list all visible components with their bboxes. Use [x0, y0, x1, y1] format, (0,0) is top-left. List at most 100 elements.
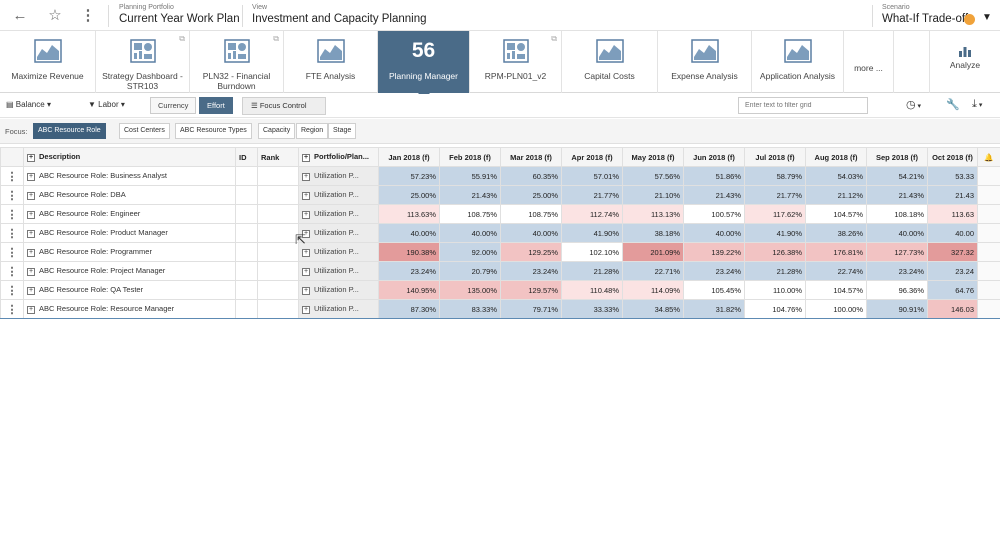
utilization-cell[interactable]: 53.33 — [927, 166, 978, 186]
description-cell[interactable]: + ABC Resource Role: Product Manager — [23, 223, 236, 243]
utilization-cell[interactable]: 104.57% — [805, 204, 867, 224]
utilization-cell[interactable]: 41.90% — [561, 223, 623, 243]
portfolio-cell[interactable]: + Utilization P... — [298, 185, 379, 205]
description-cell[interactable]: + ABC Resource Role: Engineer — [23, 204, 236, 224]
utilization-cell[interactable]: 54.03% — [805, 166, 867, 186]
download-icon[interactable]: ⤓ ▾ — [972, 98, 983, 110]
utilization-cell[interactable]: 21.10% — [622, 185, 684, 205]
utilization-cell[interactable]: 139.22% — [683, 242, 745, 262]
utilization-cell[interactable]: 25.00% — [378, 185, 440, 205]
tile-financial-burndown[interactable]: ⧉ PLN32 - Financial Burndown — [190, 31, 284, 93]
utilization-cell[interactable]: 90.91% — [866, 299, 928, 319]
description-cell[interactable]: + ABC Resource Role: Business Analyst — [23, 166, 236, 186]
table-row[interactable]: ⋮ + ABC Resource Role: Project Manager + Uti… — [0, 261, 1000, 281]
column-header-month[interactable]: Jul 2018 (f) — [744, 147, 806, 167]
row-menu-icon[interactable]: ⋮ — [0, 280, 24, 300]
utilization-cell[interactable]: 55.91% — [439, 166, 501, 186]
utilization-cell[interactable]: 38.18% — [622, 223, 684, 243]
back-arrow-icon[interactable]: ← — [12, 7, 28, 24]
description-cell[interactable]: + ABC Resource Role: Programmer — [23, 242, 236, 262]
utilization-cell[interactable]: 40.00% — [866, 223, 928, 243]
row-menu-icon[interactable]: ⋮ — [0, 166, 24, 186]
utilization-cell[interactable]: 40.00% — [378, 223, 440, 243]
expand-icon[interactable]: + — [302, 153, 310, 162]
id-cell[interactable] — [235, 261, 258, 281]
expand-icon[interactable]: + — [302, 172, 310, 181]
row-menu-icon[interactable]: ⋮ — [0, 242, 24, 262]
utilization-cell[interactable]: 21.77% — [744, 185, 806, 205]
rank-cell[interactable] — [257, 280, 299, 300]
expand-icon[interactable]: + — [27, 248, 35, 257]
utilization-cell[interactable]: 110.48% — [561, 280, 623, 300]
scenario-selector[interactable]: What-If Trade-off — [882, 13, 969, 25]
utilization-cell[interactable]: 129.25% — [500, 242, 562, 262]
utilization-cell[interactable]: 21.43% — [439, 185, 501, 205]
tile-fte-analysis[interactable]: FTE Analysis — [284, 31, 378, 93]
expand-icon[interactable]: + — [302, 267, 310, 276]
table-row[interactable]: ⋮ + ABC Resource Role: Resource Manager + Ut… — [0, 299, 1000, 319]
column-header-id[interactable]: ID — [235, 147, 258, 167]
focus-chip-stage[interactable]: Stage — [328, 123, 357, 139]
utilization-cell[interactable]: 57.56% — [622, 166, 684, 186]
utilization-cell[interactable]: 113.13% — [622, 204, 684, 224]
portfolio-cell[interactable]: + Utilization P... — [298, 242, 379, 262]
utilization-cell[interactable]: 22.74% — [805, 261, 867, 281]
currency-toggle[interactable]: Currency — [150, 97, 197, 114]
utilization-cell[interactable]: 108.75% — [439, 204, 501, 224]
utilization-cell[interactable]: 23.24% — [866, 261, 928, 281]
row-menu-icon[interactable]: ⋮ — [0, 223, 24, 243]
utilization-cell[interactable]: 114.09% — [622, 280, 684, 300]
expand-icon[interactable]: + — [27, 267, 35, 276]
expand-icon[interactable]: + — [27, 305, 35, 314]
expand-icon[interactable]: + — [27, 210, 35, 219]
expand-icon[interactable]: + — [302, 286, 310, 295]
focus-control-button[interactable]: ☰ Focus Control — [242, 97, 326, 115]
utilization-cell[interactable]: 40.00% — [683, 223, 745, 243]
utilization-cell[interactable]: 21.43 — [927, 185, 978, 205]
id-cell[interactable] — [235, 242, 258, 262]
utilization-cell[interactable]: 20.79% — [439, 261, 501, 281]
column-header-portfolio[interactable]: + Portfolio/Plan... — [298, 147, 379, 167]
utilization-cell[interactable]: 57.01% — [561, 166, 623, 186]
utilization-cell[interactable]: 126.38% — [744, 242, 806, 262]
utilization-cell[interactable]: 23.24 — [927, 261, 978, 281]
column-header-rank[interactable]: Rank — [257, 147, 299, 167]
utilization-cell[interactable]: 190.38% — [378, 242, 440, 262]
utilization-cell[interactable]: 23.24% — [683, 261, 745, 281]
portfolio-cell[interactable]: + Utilization P... — [298, 166, 379, 186]
utilization-cell[interactable]: 25.00% — [500, 185, 562, 205]
utilization-cell[interactable]: 33.33% — [561, 299, 623, 319]
column-header-month[interactable]: Apr 2018 (f) — [561, 147, 623, 167]
row-menu-icon[interactable]: ⋮ — [0, 185, 24, 205]
utilization-cell[interactable]: 113.63 — [927, 204, 978, 224]
utilization-cell[interactable]: 108.75% — [500, 204, 562, 224]
utilization-cell[interactable]: 110.00% — [744, 280, 806, 300]
utilization-cell[interactable]: 92.00% — [439, 242, 501, 262]
utilization-cell[interactable]: 105.45% — [683, 280, 745, 300]
utilization-cell[interactable]: 21.28% — [744, 261, 806, 281]
rank-cell[interactable] — [257, 242, 299, 262]
table-row[interactable]: ⋮ + ABC Resource Role: Engineer + Utilizatio… — [0, 204, 1000, 224]
utilization-cell[interactable]: 102.10% — [561, 242, 623, 262]
utilization-cell[interactable]: 176.81% — [805, 242, 867, 262]
utilization-cell[interactable]: 146.03 — [927, 299, 978, 319]
column-header-month[interactable]: Feb 2018 (f) — [439, 147, 501, 167]
expand-icon[interactable]: + — [27, 286, 35, 295]
external-link-icon[interactable]: ⧉ — [551, 34, 557, 43]
focus-chip-cost-centers[interactable]: Cost Centers — [119, 123, 170, 139]
utilization-cell[interactable]: 100.00% — [805, 299, 867, 319]
rank-cell[interactable] — [257, 204, 299, 224]
utilization-cell[interactable]: 57.23% — [378, 166, 440, 186]
portfolio-cell[interactable]: + Utilization P... — [298, 280, 379, 300]
description-cell[interactable]: + ABC Resource Role: DBA — [23, 185, 236, 205]
expand-icon[interactable]: + — [27, 191, 35, 200]
utilization-cell[interactable]: 140.95% — [378, 280, 440, 300]
rank-cell[interactable] — [257, 299, 299, 319]
tile-application-analysis[interactable]: Application Analysis — [752, 31, 844, 93]
column-header-month[interactable]: Mar 2018 (f) — [500, 147, 562, 167]
more-vertical-icon[interactable]: ⋮ — [80, 7, 96, 24]
utilization-cell[interactable]: 60.35% — [500, 166, 562, 186]
rank-cell[interactable] — [257, 261, 299, 281]
table-row[interactable]: ⋮ + ABC Resource Role: QA Tester + Utilizati… — [0, 280, 1000, 300]
portfolio-cell[interactable]: + Utilization P... — [298, 261, 379, 281]
